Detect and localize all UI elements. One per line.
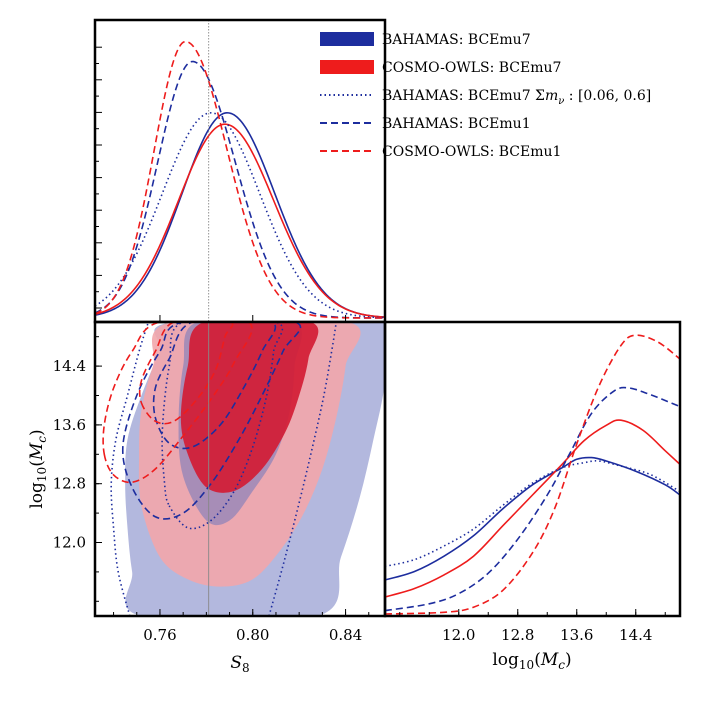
contour-cosmo-owls-bcemu1-95: [102, 322, 253, 484]
logmc-marginal-bahamas-bcemu1: [385, 386, 680, 612]
legend-label-cosmo-owls-bcemu7: COSMO-OWLS: BCEmu7: [382, 60, 561, 76]
legend: BAHAMAS: BCEmu7 COSMO-OWLS: BCEmu7 BAHAM…: [320, 32, 651, 160]
contour-bahamas-bcemu7-m-68: [161, 322, 284, 530]
logmc-marginal-x-tick-label: 12.0: [442, 626, 475, 644]
logmc-marginal-cosmo-owls-bcemu1: [385, 334, 680, 615]
logmc-marginal-cosmo-owls-bcemu7: [385, 419, 680, 598]
joint-y-tick-label: 12.0: [53, 534, 86, 552]
joint-x-tick-label: 0.76: [143, 626, 176, 644]
s8-axis-label: S8: [230, 653, 249, 675]
s8-marginal-bahamas-bcemu1: [95, 60, 385, 319]
joint-x-tick-label: 0.84: [329, 626, 362, 644]
logmc-marginal-curves: [385, 334, 680, 615]
legend-label-bahamas-bcemu7: BAHAMAS: BCEmu7: [382, 32, 531, 48]
contour-cosmo-owls-bcemu1-68: [138, 322, 234, 425]
logmc-marginal-x-tick-label: 13.6: [560, 626, 593, 644]
joint-ticks: 0.76 0.80 0.84 12.0 12.8 13.6 14.4: [53, 336, 370, 644]
contour-bahamas-bcemu7-m-95-right: [268, 322, 338, 616]
s8-marginal-bahamas-bcemu7: [95, 111, 385, 318]
joint-panel: 0.76 0.80 0.84 12.0 12.8 13.6 14.4: [53, 320, 387, 644]
joint-y-tick-label: 12.8: [53, 475, 86, 493]
s8-marginal-curves: [95, 40, 385, 319]
logmc-marginal-panel: 12.0 12.8 13.6 14.4: [383, 320, 682, 644]
logmc-marginal-ticks: 12.0 12.8 13.6 14.4: [399, 609, 666, 644]
joint-y-axis-label: log10(Mc): [27, 429, 49, 508]
logmc-marginal-bahamas-bcemu7-m-0-06-0-6: [385, 460, 680, 568]
legend-swatch-cosmo-owls-bcemu7: [320, 60, 374, 74]
contour-bahamas-bcemu1-68: [152, 322, 277, 450]
legend-swatch-bahamas-bcemu7: [320, 32, 374, 46]
legend-label-bahamas-bcemu1: BAHAMAS: BCEmu1: [382, 116, 531, 132]
joint-x-tick-label: 0.80: [236, 626, 269, 644]
legend-label-bahamas-bcemu7-mnu: BAHAMAS: BCEmu7 Σmν : [0.06, 0.6]: [382, 88, 651, 107]
logmc-marginal-x-tick-label: 14.4: [619, 626, 652, 644]
contour-bahamas-bcemu7-m-95: [110, 322, 150, 616]
logmc-marginal-bahamas-bcemu7: [385, 456, 680, 581]
s8-marginal-cosmo-owls-bcemu1: [95, 40, 385, 319]
contour-cosmo-owls-bcemu7-68: [180, 322, 319, 493]
joint-y-tick-label: 13.6: [53, 416, 86, 434]
joint-filled-contours: [125, 322, 385, 616]
legend-label-cosmo-owls-bcemu1: COSMO-OWLS: BCEmu1: [382, 144, 561, 160]
contour-bahamas-bcemu1-95: [121, 322, 302, 520]
logmc-marginal-x-tick-label: 12.8: [501, 626, 534, 644]
s8-marginal-cosmo-owls-bcemu7: [95, 123, 385, 318]
logmc-marginal-frame: [383, 320, 682, 618]
s8-marginal-ticks: [95, 46, 347, 322]
joint-y-tick-label: 14.4: [53, 357, 86, 375]
joint-line-contours: [102, 322, 338, 616]
logmc-axis-label: log10(Mc): [492, 650, 571, 672]
